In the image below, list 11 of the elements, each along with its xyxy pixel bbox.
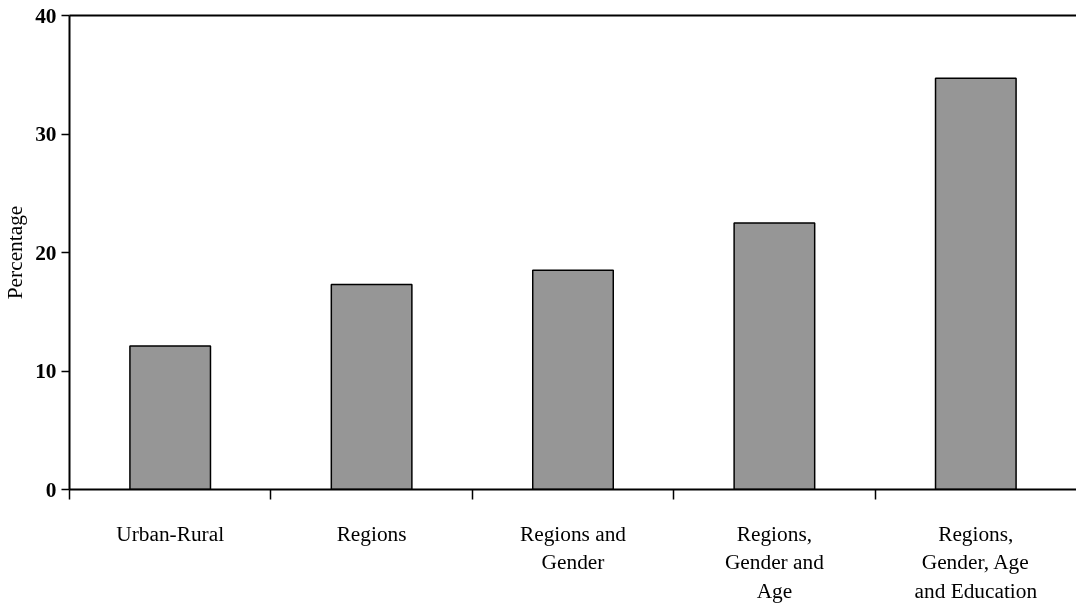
x-tick-label: Regions [336, 521, 407, 546]
y-tick-label: 10 [35, 359, 57, 383]
y-axis-title: Percentage [3, 205, 28, 300]
x-tick-label: Regions, Gender, Age and Education [914, 521, 1038, 604]
y-tick-label: 0 [45, 477, 57, 502]
y-tick-label: 20 [35, 240, 57, 265]
y-tick-label: 40 [35, 3, 57, 28]
x-tick-label: Urban-Rural [116, 521, 225, 546]
y-tick-label: 30 [35, 122, 57, 146]
x-tick-label: Regions, Gender and Age [724, 521, 825, 604]
x-tick-label: Regions and Gender [519, 521, 627, 575]
